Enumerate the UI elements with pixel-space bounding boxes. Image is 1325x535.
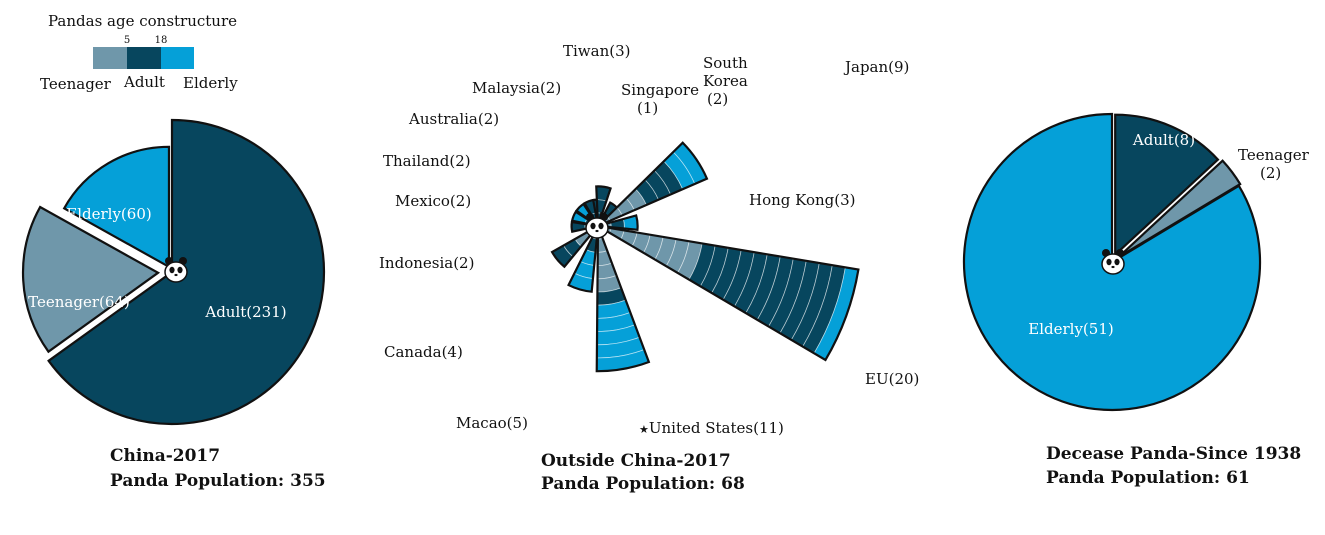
caption-line-1: China-2017 <box>110 446 220 466</box>
slice-label-teenager: Teenager (2) <box>1238 146 1310 182</box>
bar-label-australia: Australia(2) <box>408 110 499 128</box>
slice-label-teenager: Teenager(64) <box>28 293 130 311</box>
bar-label-hong-kong: Hong Kong(3) <box>749 191 856 209</box>
polar-bar-macao <box>567 225 600 293</box>
polar-bar-outline <box>597 214 639 231</box>
polar-bar-outline <box>567 225 600 293</box>
pie-slice-teenager <box>1117 159 1242 259</box>
chart-decease-pie: Adult(8) Teenager (2) Elderly(51) Decease… <box>962 112 1310 488</box>
caption-line-2: Panda Population: 355 <box>110 471 326 491</box>
pie-slice-adult <box>1114 113 1220 258</box>
caption-line-2: Panda Population: 68 <box>541 474 745 494</box>
slice-label-adult: Adult(8) <box>1132 131 1195 149</box>
legend: Pandas age constructure 5 18 Teenager Ad… <box>40 12 238 93</box>
polar-bar-outline <box>597 224 860 362</box>
bar-label-indonesia: Indonesia(2) <box>379 254 474 272</box>
legend-label-teenager: Teenager <box>40 75 112 93</box>
bar-label-eu: EU(20) <box>865 370 919 388</box>
polar-bar-united-states <box>595 225 651 373</box>
bar-label-mexico: Mexico(2) <box>395 192 471 210</box>
caption-line-2: Panda Population: 61 <box>1046 468 1250 488</box>
bar-label-japan: Japan(9) <box>843 58 909 76</box>
bar-label-south-korea: South Korea (2) <box>703 54 748 108</box>
caption-line-1: Decease Panda-Since 1938 <box>1046 444 1301 464</box>
caption-line-1: Outside China-2017 <box>541 451 731 471</box>
polar-bar-eu <box>597 224 860 362</box>
legend-title: Pandas age constructure <box>48 12 237 30</box>
polar-bar-outline <box>570 220 599 234</box>
bar-label-malaysia: Malaysia(2) <box>472 79 561 97</box>
slice-label-elderly: Elderly(51) <box>1028 320 1113 338</box>
chart-outside-china-polar: EU(20) ★United States(11) Macao(5) Canad… <box>379 42 919 494</box>
polar-bar-outline <box>550 225 599 269</box>
legend-label-elderly: Elderly <box>183 74 238 92</box>
pie-slice-elderly <box>62 145 171 269</box>
legend-break-5: 5 <box>124 35 130 46</box>
slice-label-elderly: Elderly(60) <box>66 205 151 223</box>
polar-bar-hong-kong <box>597 214 639 231</box>
chart-china-pie: Adult(231) Teenager(64) Elderly(60) Chin… <box>21 118 326 491</box>
bar-label-united-states: ★United States(11) <box>639 419 784 437</box>
legend-label-adult: Adult <box>123 73 165 91</box>
star-icon: ★ <box>639 423 649 436</box>
legend-swatch-elderly <box>161 47 194 69</box>
panda-icon <box>164 257 188 283</box>
legend-swatch-teenager <box>93 47 127 69</box>
polar-bar-outline <box>570 210 599 228</box>
polar-bar-outline <box>595 225 651 373</box>
bar-label-macao: Macao(5) <box>456 414 528 432</box>
pie-slice-teenager <box>21 205 161 354</box>
bar-label-thailand: Thailand(2) <box>383 152 471 170</box>
slice-label-adult: Adult(231) <box>204 303 286 321</box>
panda-icon <box>585 213 609 239</box>
polar-bar-outline <box>574 202 599 227</box>
bar-label-singapore: Singapore (1) <box>621 81 699 117</box>
legend-break-18: 18 <box>155 35 168 46</box>
polar-bar-outline <box>597 141 709 228</box>
bar-label-canada: Canada(4) <box>384 343 463 361</box>
polar-bar-outline <box>595 185 612 227</box>
panda-icon <box>1101 249 1125 275</box>
legend-swatch-adult <box>127 47 161 69</box>
polar-bar-japan <box>597 141 709 228</box>
bar-label-tiwan: Tiwan(3) <box>563 42 631 60</box>
